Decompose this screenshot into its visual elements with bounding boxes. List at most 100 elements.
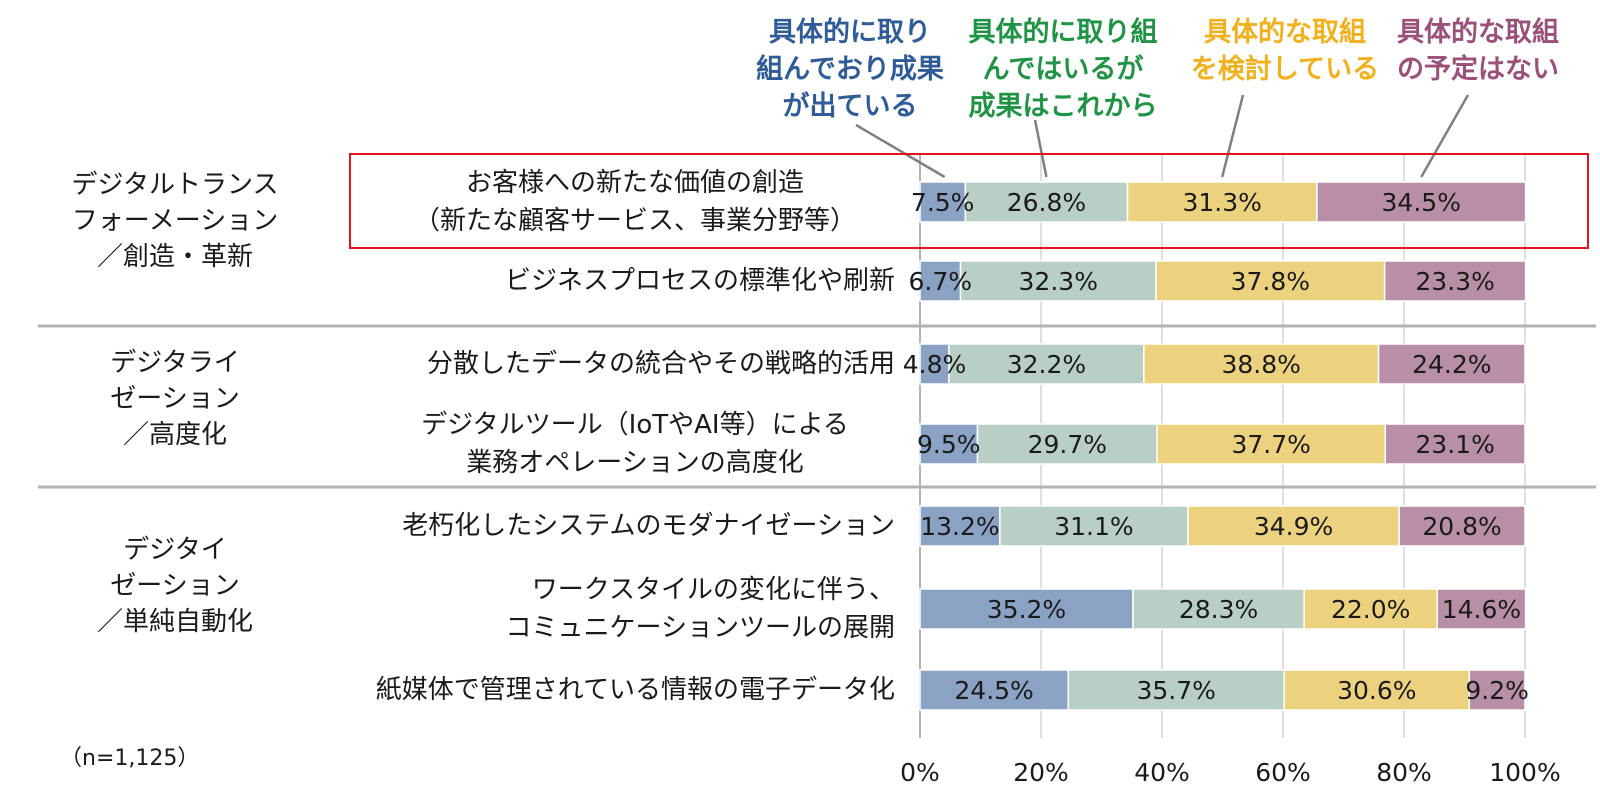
bar-segment bbox=[1283, 669, 1471, 711]
value-label: 29.7% bbox=[1028, 430, 1107, 459]
category-label-line: ビジネスプロセスの標準化や刷新 bbox=[504, 266, 895, 296]
value-label: 14.6% bbox=[1442, 595, 1521, 624]
value-label: 4.8% bbox=[903, 350, 967, 379]
legend-entry: 具体的に取り組 んではいるが 成果はこれから bbox=[953, 14, 1173, 125]
bar-segment bbox=[1468, 669, 1526, 711]
category-label-line: 分散したデータの統合やその戦略的活用 bbox=[426, 349, 895, 379]
value-label: 22.0% bbox=[1331, 595, 1410, 624]
x-tick-label: 40% bbox=[1134, 758, 1190, 787]
value-label: 30.6% bbox=[1337, 676, 1416, 705]
value-label: 9.2% bbox=[1465, 676, 1529, 705]
bar-segment bbox=[1383, 260, 1527, 302]
group-label-line: ／単純自動化 bbox=[96, 607, 253, 637]
value-label: 13.2% bbox=[920, 512, 999, 541]
legend-line: 具体的に取り組 bbox=[968, 17, 1158, 48]
legend-line: んではいるが bbox=[982, 54, 1144, 85]
sample-size-note: （n=1,125） bbox=[60, 746, 200, 771]
legend-line: 組んでおり成果 bbox=[756, 54, 944, 85]
value-label: 23.3% bbox=[1415, 267, 1494, 296]
x-tick-label: 100% bbox=[1489, 758, 1561, 787]
bars bbox=[919, 181, 1527, 711]
value-label: 37.8% bbox=[1231, 267, 1310, 296]
group-label-line: ／創造・革新 bbox=[96, 242, 253, 272]
category-label-line: 老朽化したシステムのモダナイゼーション bbox=[402, 511, 895, 541]
legend-entry: 具体的な取組 を検討している bbox=[1175, 14, 1395, 88]
group-label-line: フォーメーション bbox=[71, 206, 279, 236]
legend-line: 成果はこれから bbox=[968, 91, 1158, 122]
group-label: デジタイゼーション ／単純自動化 bbox=[55, 532, 295, 640]
x-tick-label: 20% bbox=[1013, 758, 1069, 787]
value-label: 34.9% bbox=[1254, 512, 1333, 541]
value-label: 6.7% bbox=[909, 267, 973, 296]
bar-segment bbox=[1143, 343, 1380, 385]
leader-line bbox=[855, 123, 946, 179]
bar-segment bbox=[919, 505, 1001, 547]
value-label: 38.8% bbox=[1222, 350, 1301, 379]
leader-line bbox=[1220, 94, 1245, 178]
x-tick-label: 80% bbox=[1376, 758, 1432, 787]
x-tick-label: 0% bbox=[900, 758, 940, 787]
value-label: 24.2% bbox=[1412, 350, 1491, 379]
legend-line: の予定はない bbox=[1397, 54, 1559, 85]
group-label-line: ゼーション bbox=[110, 384, 240, 414]
category-label-line: 紙媒体で管理されている情報の電子データ化 bbox=[375, 675, 895, 705]
group-separators bbox=[38, 324, 1596, 489]
bar-segment bbox=[919, 181, 967, 223]
legend-line: 具体的な取組 bbox=[1397, 17, 1559, 48]
bar-segment bbox=[1067, 669, 1285, 711]
leader-line bbox=[1420, 94, 1470, 178]
group-label-line: デジタイ bbox=[123, 535, 227, 565]
value-label: 31.1% bbox=[1054, 512, 1133, 541]
bar-segment bbox=[976, 423, 1158, 465]
value-label: 37.7% bbox=[1231, 430, 1310, 459]
value-label: 20.8% bbox=[1422, 512, 1501, 541]
category-label: ワークスタイルの変化に伴う、コミュニケーションツールの展開 bbox=[375, 571, 895, 647]
bar-segment bbox=[919, 588, 1134, 630]
category-label: 分散したデータの統合やその戦略的活用 bbox=[427, 345, 895, 383]
bar-segment bbox=[919, 260, 962, 302]
bar-segment bbox=[919, 343, 950, 385]
category-label-line: 業務オペレーションの高度化 bbox=[466, 448, 804, 478]
value-label: 32.3% bbox=[1019, 267, 1098, 296]
value-label: 9.5% bbox=[917, 430, 981, 459]
legend-line: が出ている bbox=[782, 91, 918, 122]
bar-segment bbox=[999, 505, 1189, 547]
value-labels: 7.5% 26.8% 31.3% 34.5% 6.7% 32.3% 37.8% 23.3% 4.… bbox=[903, 188, 1529, 705]
value-label: 7.5% bbox=[911, 188, 975, 217]
category-label-line: （新たな顧客サービス、事業分野等） bbox=[413, 206, 856, 236]
bar-segment bbox=[1384, 423, 1526, 465]
category-label: 紙媒体で管理されている情報の電子データ化 bbox=[376, 671, 895, 709]
legend-line: を検討している bbox=[1190, 54, 1380, 85]
value-label: 26.8% bbox=[1007, 188, 1086, 217]
leader-line bbox=[1033, 119, 1048, 178]
bar-segment bbox=[948, 343, 1145, 385]
group-label-line: デジタライ bbox=[110, 348, 240, 378]
value-label: 35.7% bbox=[1137, 676, 1216, 705]
category-label-line: デジタルツール（IoTやAI等）による bbox=[421, 410, 849, 440]
value-label: 24.5% bbox=[954, 676, 1033, 705]
bar-segment bbox=[1436, 588, 1527, 630]
legend-line: 具体的に取り bbox=[769, 17, 931, 48]
highlight-box bbox=[349, 153, 1589, 249]
x-tick-label: 60% bbox=[1255, 758, 1311, 787]
category-label: ビジネスプロセスの標準化や刷新 bbox=[505, 262, 895, 300]
group-label-line: ゼーション bbox=[110, 571, 240, 601]
group-label-line: デジタルトランス bbox=[71, 170, 279, 200]
group-label-line: ／高度化 bbox=[122, 420, 227, 450]
category-label-line: コミュニケーションツールの展開 bbox=[505, 613, 895, 643]
value-label: 23.1% bbox=[1415, 430, 1494, 459]
value-label: 35.2% bbox=[987, 595, 1066, 624]
bar-segment bbox=[1398, 505, 1526, 547]
group-label: デジタルトランス フォーメーション ／創造・革新 bbox=[55, 167, 295, 275]
legend-entry: 具体的な取組 の予定はない bbox=[1368, 14, 1588, 88]
bar-segment bbox=[1155, 260, 1386, 302]
bar-segment bbox=[919, 423, 979, 465]
bar-segment bbox=[1377, 343, 1526, 385]
bar-segment bbox=[959, 260, 1157, 302]
category-label-line: お客様への新たな価値の創造 bbox=[465, 168, 804, 198]
value-label: 28.3% bbox=[1179, 595, 1258, 624]
category-label-line: ワークスタイルの変化に伴う、 bbox=[531, 575, 895, 605]
bar-segment bbox=[1316, 181, 1527, 223]
bar-segment bbox=[1303, 588, 1439, 630]
